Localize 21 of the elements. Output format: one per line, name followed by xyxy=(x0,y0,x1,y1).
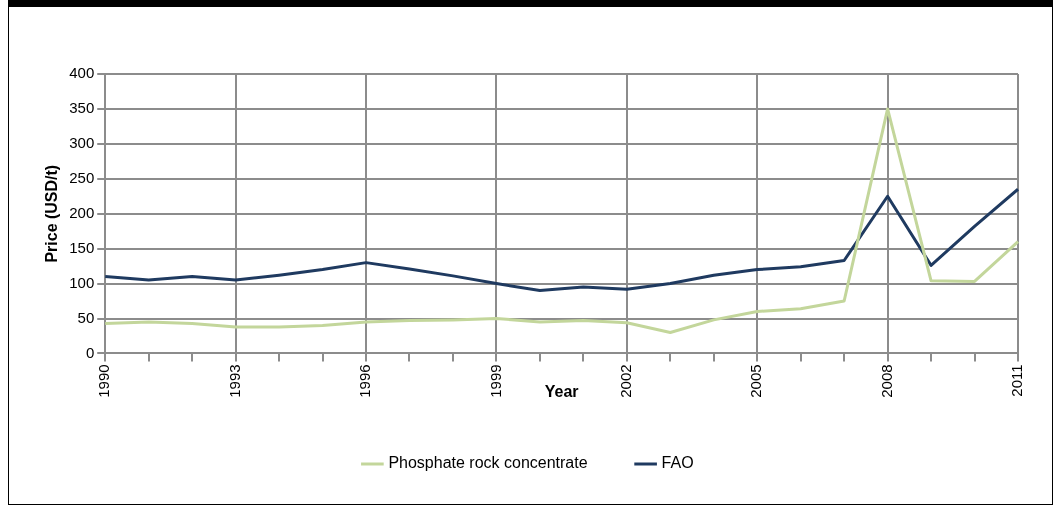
y-tick-label: 250 xyxy=(69,168,95,186)
y-tick-label: 150 xyxy=(69,238,95,256)
y-tick-label: 200 xyxy=(69,203,95,221)
y-tick-label: 400 xyxy=(69,64,95,82)
y-tick-label: 300 xyxy=(69,134,95,151)
x-tick-label: 1990 xyxy=(95,364,113,398)
legend-label: Phosphate rock concentrate xyxy=(388,454,588,472)
x-tick-label: 2008 xyxy=(877,364,895,398)
y-tick-label: 0 xyxy=(85,343,95,361)
x-tick-label: 2005 xyxy=(747,364,765,398)
y-tick-label: 100 xyxy=(69,273,95,291)
x-tick-label: 2002 xyxy=(616,364,634,398)
y-tick-label: 350 xyxy=(69,99,95,117)
x-tick-label: 1993 xyxy=(225,364,243,398)
x-axis-title: Year xyxy=(544,382,579,400)
legend-label: FAO xyxy=(661,454,694,472)
y-axis-title: Price (USD/t) xyxy=(43,164,61,263)
y-tick-label: 50 xyxy=(77,308,95,326)
x-tick-label: 2011 xyxy=(1008,364,1026,397)
x-tick-label: 1996 xyxy=(356,364,374,398)
x-tick-label: 1999 xyxy=(486,364,504,398)
